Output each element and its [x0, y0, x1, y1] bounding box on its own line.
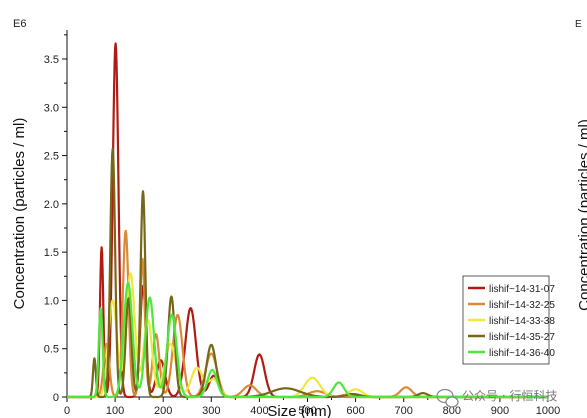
- y-tick-label: 1.0: [44, 295, 59, 307]
- series-layer: [66, 42, 549, 399]
- y-tick-label: 2.5: [44, 151, 59, 163]
- legend-label: lishif~14-36-40: [489, 348, 555, 359]
- y-tick-label: 1.5: [44, 247, 59, 259]
- y-tick-label: 3.5: [44, 54, 59, 66]
- legend: lishif~14-31-07 lishif~14-32-25 lishif~14-…: [462, 275, 555, 365]
- wechat-bubble-large: [436, 388, 454, 404]
- x-tick-label: 700: [395, 405, 413, 417]
- legend-label: lishif~14-31-07: [489, 284, 555, 295]
- x-tick-label: 600: [346, 405, 364, 417]
- legend-label: lishif~14-33-38: [489, 316, 555, 327]
- x-tick-label: 1000: [536, 405, 560, 417]
- neighbor-exponent-label: E: [575, 19, 582, 30]
- x-tick-label: 0: [64, 405, 70, 417]
- legend-label: lishif~14-35-27: [489, 332, 555, 343]
- watermark-text: 公众号 · 行恒科技: [462, 389, 557, 403]
- x-tick-label: 800: [443, 405, 461, 417]
- y-tick-label: 2.0: [44, 199, 59, 211]
- y-tick-label: 0: [53, 392, 59, 404]
- y-tick-label: 0.5: [44, 344, 59, 356]
- y-axis-title: Concentration (particles / ml): [11, 118, 28, 310]
- x-tick-label: 200: [154, 405, 172, 417]
- wechat-logo-icon: [436, 388, 459, 408]
- watermark: 公众号 · 行恒科技: [436, 388, 557, 408]
- x-axis-title: Size (nm): [267, 403, 331, 418]
- right-edge-neighbor-panel: E Concentration (particles / ml): [575, 19, 587, 311]
- neighbor-axis-title: Concentration (particles / ml): [576, 119, 587, 311]
- x-tick-label: 900: [491, 405, 509, 417]
- wechat-bubble-small: [445, 396, 459, 408]
- x-tick-label: 400: [250, 405, 268, 417]
- x-tick-label: 500: [298, 405, 316, 417]
- x-tick-label: 100: [106, 405, 124, 417]
- x-tick-label: 300: [202, 405, 220, 417]
- y-exponent-label: E6: [13, 18, 26, 30]
- legend-label: lishif~14-32-25: [489, 300, 555, 311]
- labels: 0 100 200 300 400 500 600 700 800 900 1000 0 0.5 1.0 1…: [11, 18, 560, 418]
- y-tick-label: 3.0: [44, 102, 59, 114]
- series-line-lishif~14-36-40: [66, 281, 549, 399]
